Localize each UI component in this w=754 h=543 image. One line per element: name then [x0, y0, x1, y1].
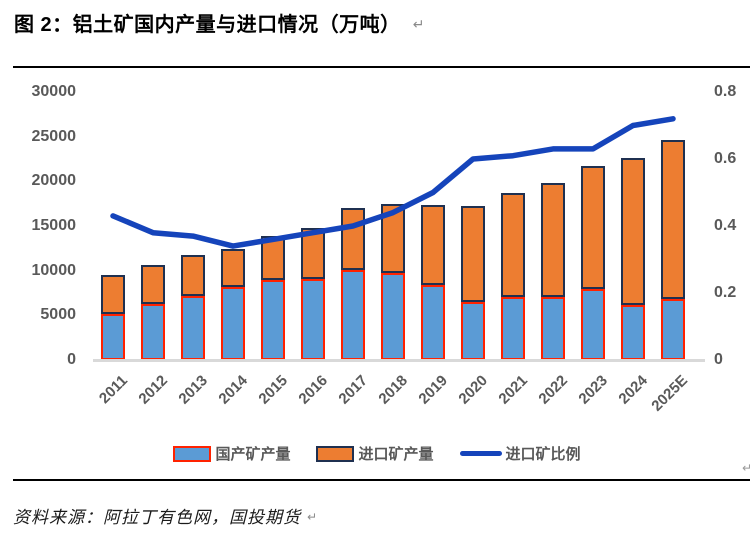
row-end-mark-icon: ↵ [741, 461, 752, 475]
import-bar [301, 227, 325, 279]
import-bar [621, 158, 645, 305]
x-axis-tick-label: 2014 [215, 372, 252, 408]
legend-label-ratio: 进口矿比例 [505, 446, 581, 463]
figure-title: 图 2：铝土矿国内产量与进口情况（万吨） ↵ [14, 8, 425, 37]
left-axis-tick-label: 15000 [31, 217, 77, 234]
x-axis-tick-label: 2022 [535, 372, 572, 408]
domestic-bar [141, 303, 165, 360]
x-axis-tick-label: 2015 [255, 372, 292, 408]
legend-swatch-ratio-icon [459, 451, 502, 456]
domestic-bar [181, 295, 205, 360]
import-bar [541, 183, 565, 298]
bauxite-chart: 0 5000 10000 15000 20000 25000 30000 0 0.2 0.4 0.… [0, 83, 754, 464]
left-axis-tick-label: 25000 [31, 127, 77, 145]
paragraph-mark-icon: ↵ [412, 16, 425, 32]
domestic-bar [421, 284, 445, 360]
domestic-bar [501, 297, 525, 360]
domestic-bar [261, 280, 285, 360]
legend-swatch-imported-icon [316, 445, 355, 462]
left-axis-tick-label: 10000 [31, 261, 77, 279]
x-axis-tick-label: 2021 [495, 372, 532, 408]
legend-swatch-domestic-icon [173, 445, 212, 462]
x-axis-tick-label: 2013 [175, 372, 212, 408]
x-axis-tick-label: 2017 [335, 372, 372, 408]
import-bar [581, 166, 605, 290]
bottom-divider [13, 479, 750, 481]
domestic-bar [301, 278, 325, 360]
x-axis-tick-label: 2018 [375, 372, 412, 408]
import-bar [101, 275, 125, 315]
x-axis-tick-label: 2025E [648, 372, 692, 415]
domestic-bar [101, 314, 125, 360]
left-axis-tick-label: 30000 [31, 83, 77, 100]
legend: 国产矿产量 进口矿产量 进口矿比例 [0, 443, 754, 464]
x-axis-line [93, 359, 705, 362]
domestic-bar [341, 269, 365, 360]
right-axis-tick-label: 0 [714, 351, 723, 368]
import-bar [221, 249, 245, 287]
legend-label-domestic: 国产矿产量 [215, 446, 291, 463]
domestic-bar [461, 301, 485, 360]
legend-item-imported: 进口矿产量 [316, 443, 434, 464]
right-axis-tick-label: 0.6 [714, 150, 737, 167]
left-axis-tick-label: 5000 [40, 306, 76, 324]
x-axis-tick-label: 2011 [95, 372, 132, 408]
domestic-bar [221, 286, 245, 360]
domestic-bar [661, 299, 685, 360]
top-divider [13, 66, 750, 68]
x-axis-tick-label: 2020 [455, 372, 492, 408]
legend-item-ratio: 进口矿比例 [459, 443, 581, 464]
x-axis-tick-label: 2012 [135, 372, 172, 408]
import-bar [381, 203, 405, 274]
domestic-bar [621, 304, 645, 360]
import-bar [421, 204, 445, 285]
source-text: 资料来源：阿拉丁有色网，国投期货 [13, 508, 301, 527]
import-bar [661, 140, 685, 300]
left-axis-tick-label: 0 [67, 351, 76, 368]
right-axis-tick-label: 0.2 [714, 284, 737, 301]
x-axis-tick-label: 2019 [415, 372, 452, 408]
legend-label-imported: 进口矿产量 [358, 446, 434, 463]
source-line: 资料来源：阿拉丁有色网，国投期货 ↵ [13, 503, 318, 528]
x-axis-tick-label: 2023 [575, 372, 612, 408]
import-bar [341, 208, 365, 270]
right-axis-tick-label: 0.4 [714, 217, 737, 234]
left-axis-tick-label: 20000 [31, 172, 77, 190]
domestic-bar [541, 297, 565, 360]
import-bar [141, 265, 165, 304]
x-axis-tick-label: 2024 [615, 372, 652, 408]
import-bar [461, 206, 485, 302]
domestic-bar [581, 289, 605, 360]
right-axis-tick-label: 0.8 [714, 83, 737, 100]
import-bar [501, 192, 525, 298]
figure-title-text: 图 2：铝土矿国内产量与进口情况（万吨） [14, 14, 401, 36]
import-bar [261, 235, 285, 281]
domestic-bar [381, 273, 405, 360]
legend-item-domestic: 国产矿产量 [173, 443, 290, 464]
import-bar [181, 255, 205, 296]
x-axis-tick-label: 2016 [295, 372, 332, 408]
paragraph-mark-icon: ↵ [307, 510, 319, 524]
